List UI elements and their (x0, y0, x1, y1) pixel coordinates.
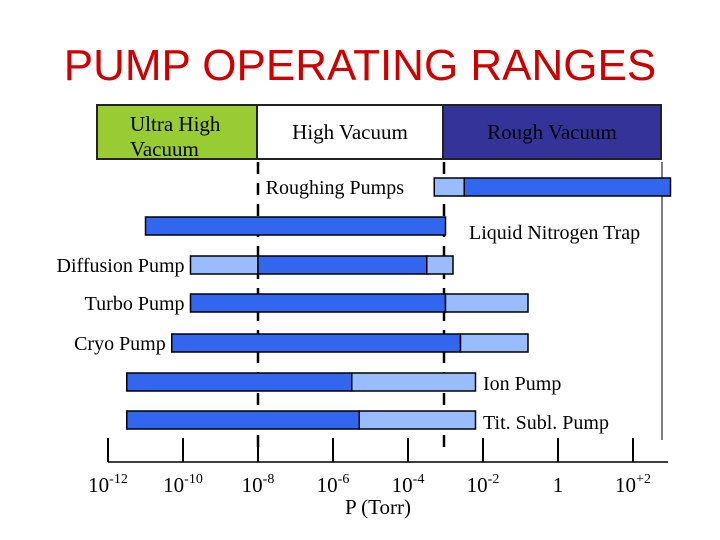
regime-label: Ultra High Vacuum (130, 112, 221, 161)
range-bar-primary (144, 216, 447, 236)
regime-high-vacuum: High Vacuum (258, 104, 444, 160)
range-bar-extended (459, 333, 529, 353)
regime-label: Rough Vacuum (487, 119, 617, 144)
x-axis-label: P (Torr) (345, 495, 411, 519)
x-tick-label: 10-10 (163, 472, 203, 497)
regime-rough-vacuum: Rough Vacuum (444, 104, 662, 160)
pump-label: Diffusion Pump (57, 255, 185, 277)
x-tick-label: 10-12 (88, 472, 128, 497)
x-tick-label: 10-6 (317, 472, 350, 497)
pump-label: Liquid Nitrogen Trap (469, 222, 640, 244)
x-tick-label: 1 (553, 473, 564, 497)
range-bar-primary (126, 372, 353, 392)
range-bar-primary (126, 410, 360, 430)
pump-label: Tit. Subl. Pump (483, 412, 609, 434)
range-bar-primary (171, 333, 462, 353)
range-bar-primary (189, 293, 447, 313)
pump-row: Tit. Subl. Pump (126, 410, 609, 434)
x-tick-label: 10+2 (615, 472, 651, 497)
range-bar-extended (189, 255, 259, 275)
range-bar-primary (257, 255, 428, 275)
range-bar-extended (351, 372, 477, 392)
page-title: PUMP OPERATING RANGES (63, 41, 657, 90)
pump-label: Cryo Pump (74, 333, 166, 355)
range-bar-extended (358, 410, 477, 430)
x-tick-label: 10-8 (242, 472, 275, 497)
pump-row: Ion Pump (126, 372, 561, 395)
pump-label: Turbo Pump (85, 293, 185, 315)
pump-row: Diffusion Pump (57, 255, 454, 277)
pump-label: Roughing Pumps (266, 177, 405, 199)
regime-ultra-high-vacuum: Ultra High Vacuum (96, 104, 258, 161)
range-bar-extended (433, 177, 465, 197)
pump-label: Ion Pump (483, 373, 561, 395)
range-bar-primary (463, 177, 672, 197)
pump-row: Turbo Pump (85, 293, 529, 315)
range-bar-extended (444, 293, 529, 313)
regime-label: High Vacuum (292, 119, 408, 144)
range-bar-extended (426, 255, 454, 275)
x-tick-label: 10-4 (392, 472, 425, 497)
pump-row: Cryo Pump (74, 333, 529, 355)
pump-row: Roughing Pumps (266, 177, 672, 199)
pump-row: Liquid Nitrogen Trap (144, 216, 640, 244)
x-tick-label: 10-2 (467, 472, 500, 497)
